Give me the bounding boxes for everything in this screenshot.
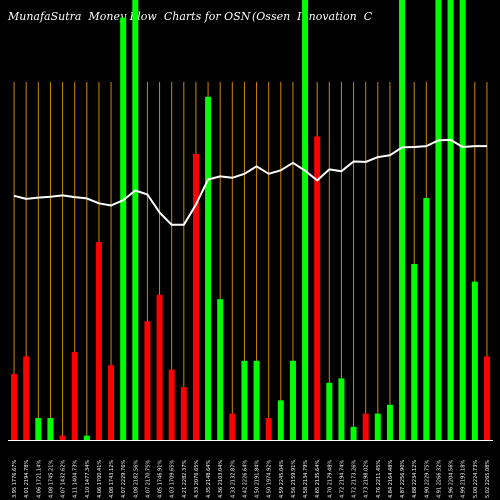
x-tick-label: 4.91 2266.32% bbox=[436, 460, 442, 498]
bar bbox=[108, 365, 115, 440]
bar bbox=[168, 369, 175, 440]
bar bbox=[47, 418, 54, 440]
bar bbox=[423, 198, 430, 440]
bar bbox=[350, 426, 357, 440]
bar bbox=[23, 356, 30, 440]
bar bbox=[447, 0, 454, 440]
bar bbox=[217, 299, 224, 440]
bar bbox=[277, 400, 284, 440]
x-tick-label: 4.07 1432.62% bbox=[61, 460, 67, 498]
x-tick-label: 4.50 1974.92% bbox=[267, 460, 273, 498]
bar bbox=[132, 0, 139, 440]
bar bbox=[326, 382, 333, 440]
x-tick-label: 4.35 2148.64% bbox=[206, 460, 212, 498]
bar bbox=[241, 360, 248, 440]
x-tick-label: 3.95 1776.67% bbox=[12, 460, 18, 498]
bar bbox=[411, 264, 418, 440]
bar bbox=[11, 374, 18, 440]
x-tick-label: 4.96 2204.56% bbox=[449, 460, 455, 498]
x-tick-label: 4.03 1709.65% bbox=[170, 460, 176, 498]
bar bbox=[338, 378, 345, 440]
bar bbox=[229, 413, 236, 440]
x-tick-label: 4.08 2182.56% bbox=[133, 460, 139, 498]
bar bbox=[120, 17, 127, 440]
x-tick-label: 4.05 1746.91% bbox=[158, 460, 164, 498]
bar bbox=[205, 96, 212, 441]
x-tick-label: 4.11 1404.73% bbox=[73, 460, 79, 498]
bar bbox=[374, 413, 381, 440]
x-tick-label: 4.70 2179.48% bbox=[327, 460, 333, 498]
x-tick-label: 4.72 2194.74% bbox=[339, 460, 345, 498]
bar bbox=[192, 154, 199, 440]
bar bbox=[302, 0, 309, 440]
x-tick-label: 4.10 1477.34% bbox=[85, 460, 91, 498]
bar bbox=[156, 294, 163, 440]
x-tick-label: 4.06 1721.14% bbox=[36, 460, 42, 498]
bar bbox=[265, 418, 272, 440]
x-tick-label: 4.87 2256.90% bbox=[400, 460, 406, 498]
x-tick-label: 4.56 2159.91% bbox=[291, 460, 297, 498]
bar bbox=[471, 281, 478, 440]
bar bbox=[483, 356, 490, 440]
x-tick-label: 5.02 2265.08% bbox=[485, 460, 491, 498]
x-tick-label: 4.50 2191.84% bbox=[255, 460, 261, 498]
bar bbox=[83, 435, 90, 440]
x-tick-label: 4.08 1745.21% bbox=[48, 460, 54, 498]
x-tick-label: 4.08 1743.12% bbox=[109, 460, 115, 498]
chart-subtitle: (Ossen Innovation C bbox=[252, 10, 373, 23]
bar bbox=[71, 352, 78, 440]
x-tick-label: 4.58 2134.79% bbox=[303, 460, 309, 498]
bar bbox=[180, 387, 187, 440]
x-tick-label: 4.76 2211.45% bbox=[376, 460, 382, 498]
bar bbox=[144, 321, 151, 440]
bar bbox=[253, 360, 260, 440]
x-tick-label: 4.07 2170.75% bbox=[145, 460, 151, 498]
x-tick-label: 4.36 2103.04% bbox=[218, 460, 224, 498]
x-tick-label: 4.06 1700.41% bbox=[97, 460, 103, 498]
x-tick-label: 4.01 2194.78% bbox=[24, 460, 30, 498]
bar bbox=[459, 0, 466, 440]
x-tick-label: 4.21 2282.37% bbox=[182, 460, 188, 498]
bar bbox=[386, 404, 393, 440]
x-tick-label: 4.07 2229.76% bbox=[121, 460, 127, 498]
x-tick-label: 4.33 2132.87% bbox=[230, 460, 236, 498]
x-tick-label: 4.99 2193.18% bbox=[461, 460, 467, 498]
bar bbox=[435, 0, 442, 440]
x-tick-label: 4.90 2229.75% bbox=[424, 460, 430, 498]
x-tick-label: 4.33 2076.65% bbox=[194, 460, 200, 498]
bar bbox=[289, 360, 296, 440]
x-tick-label: 5.00 2224.73% bbox=[473, 460, 479, 498]
x-tick-label: 4.73 2198.02% bbox=[364, 460, 370, 498]
x-tick-label: 4.88 2234.12% bbox=[412, 460, 418, 498]
bar bbox=[399, 0, 406, 440]
bar bbox=[362, 413, 369, 440]
x-tick-label: 4.59 2245.04% bbox=[279, 460, 285, 498]
x-tick-label: 4.72 2173.26% bbox=[352, 460, 358, 498]
bar bbox=[95, 242, 102, 440]
series-line bbox=[13, 138, 487, 226]
bar bbox=[35, 418, 42, 440]
x-tick-label: 4.42 2226.64% bbox=[242, 460, 248, 498]
x-tick-label: 4.65 2135.64% bbox=[315, 460, 321, 498]
bar bbox=[314, 136, 321, 440]
bar bbox=[59, 435, 66, 440]
x-tick-label: 4.84 2164.48% bbox=[388, 460, 394, 498]
